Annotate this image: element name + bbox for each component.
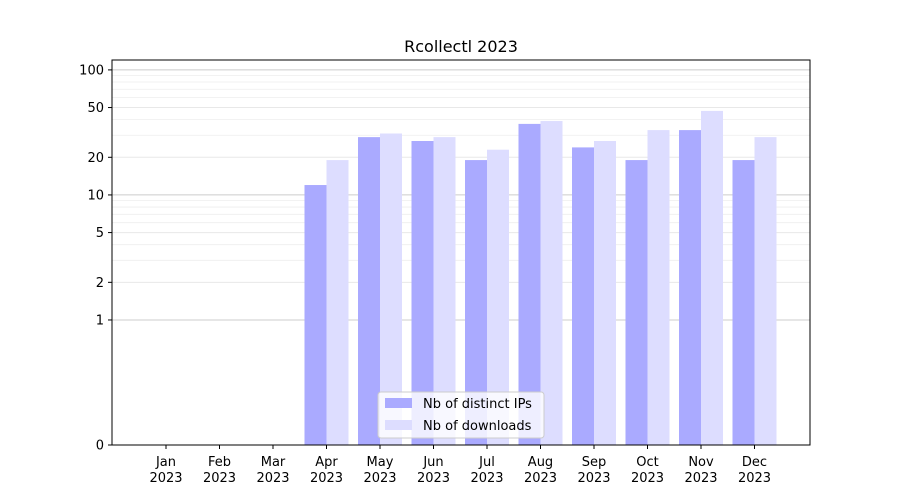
x-tick-label-line: 2023 bbox=[310, 471, 343, 486]
bars bbox=[304, 110, 777, 446]
x-tick-label-line: 2023 bbox=[524, 471, 557, 486]
legend-label-ips: Nb of distinct IPs bbox=[423, 397, 532, 412]
y-tick-label: 20 bbox=[87, 151, 104, 166]
y-tick-label: 2 bbox=[96, 276, 104, 291]
x-tick-label-line: 2023 bbox=[417, 471, 450, 486]
x-tick-label-line: Mar bbox=[261, 455, 286, 470]
x-tick-label-line: 2023 bbox=[684, 471, 717, 486]
bar bbox=[487, 149, 509, 446]
x-tick-label-line: 2023 bbox=[203, 471, 236, 486]
x-tick-label-line: Jul bbox=[478, 455, 495, 470]
bar bbox=[572, 147, 594, 446]
x-tick-label-line: 2023 bbox=[256, 471, 289, 486]
bar bbox=[732, 160, 755, 445]
bar bbox=[754, 137, 777, 445]
x-tick-label-line: Sep bbox=[582, 455, 607, 470]
x-tick-label-line: 2023 bbox=[631, 471, 664, 486]
legend-swatch-downloads bbox=[385, 420, 412, 430]
bar bbox=[701, 110, 723, 445]
x-tick-label-line: May bbox=[367, 455, 394, 470]
x-tick-label: Oct 2023 bbox=[631, 455, 664, 486]
legend: Nb of distinct IPs Nb of downloads bbox=[377, 391, 545, 439]
x-tick-label: Nov 2023 bbox=[684, 455, 717, 486]
x-tick-label-line: Oct bbox=[636, 455, 658, 470]
x-tick-label-line: 2023 bbox=[149, 471, 182, 486]
bar bbox=[380, 133, 402, 445]
x-tick-label: Jan 2023 bbox=[149, 455, 182, 486]
x-tick-label-line: 2023 bbox=[577, 471, 610, 486]
x-tick-label: Apr 2023 bbox=[310, 455, 343, 486]
x-tick-label: Mar 2023 bbox=[256, 455, 289, 486]
x-tick-label-line: Apr bbox=[315, 455, 338, 470]
bar bbox=[647, 130, 670, 445]
bar bbox=[540, 121, 563, 446]
x-tick-label-line: Dec bbox=[742, 455, 767, 470]
y-tick-label: 1 bbox=[96, 313, 104, 328]
y-tick-label: 10 bbox=[87, 188, 104, 203]
y-axis: 0 1 2 5 10 20 50 100 bbox=[79, 63, 112, 454]
x-tick-label-line: 2023 bbox=[738, 471, 771, 486]
bar bbox=[411, 140, 434, 445]
bar bbox=[358, 137, 380, 445]
x-tick-label: Feb 2023 bbox=[203, 455, 236, 486]
x-tick-label: Jul 2023 bbox=[470, 455, 503, 486]
bar bbox=[679, 130, 701, 445]
y-tick-label: 5 bbox=[96, 226, 104, 241]
x-tick-label-line: Aug bbox=[528, 455, 553, 470]
y-tick-label: 50 bbox=[87, 101, 104, 116]
legend-box bbox=[377, 391, 545, 439]
chart-title: Rcollectl 2023 bbox=[404, 37, 518, 56]
x-tick-label-line: Jun bbox=[422, 455, 443, 470]
bar bbox=[518, 123, 541, 445]
bar bbox=[433, 137, 456, 445]
x-tick-label: May 2023 bbox=[363, 455, 396, 486]
bar bbox=[465, 160, 487, 445]
x-tick-label: Sep 2023 bbox=[577, 455, 610, 486]
legend-label-downloads: Nb of downloads bbox=[423, 419, 532, 434]
y-tick-label: 100 bbox=[79, 63, 104, 78]
x-tick-label-line: Jan bbox=[155, 455, 176, 470]
bar bbox=[304, 185, 327, 445]
x-tick-label-line: Nov bbox=[688, 455, 714, 470]
bar bbox=[625, 160, 648, 445]
bar bbox=[594, 140, 616, 445]
x-tick-label: Dec 2023 bbox=[738, 455, 771, 486]
plot-frame bbox=[111, 59, 811, 446]
bar bbox=[326, 160, 349, 445]
x-tick-label-line: 2023 bbox=[470, 471, 503, 486]
x-tick-label: Aug 2023 bbox=[524, 455, 557, 486]
x-tick-label-line: 2023 bbox=[363, 471, 396, 486]
x-tick-label-line: Feb bbox=[208, 455, 231, 470]
y-tick-label: 0 bbox=[96, 439, 104, 454]
x-tick-label: Jun 2023 bbox=[417, 455, 450, 486]
legend-swatch-ips bbox=[385, 398, 412, 408]
